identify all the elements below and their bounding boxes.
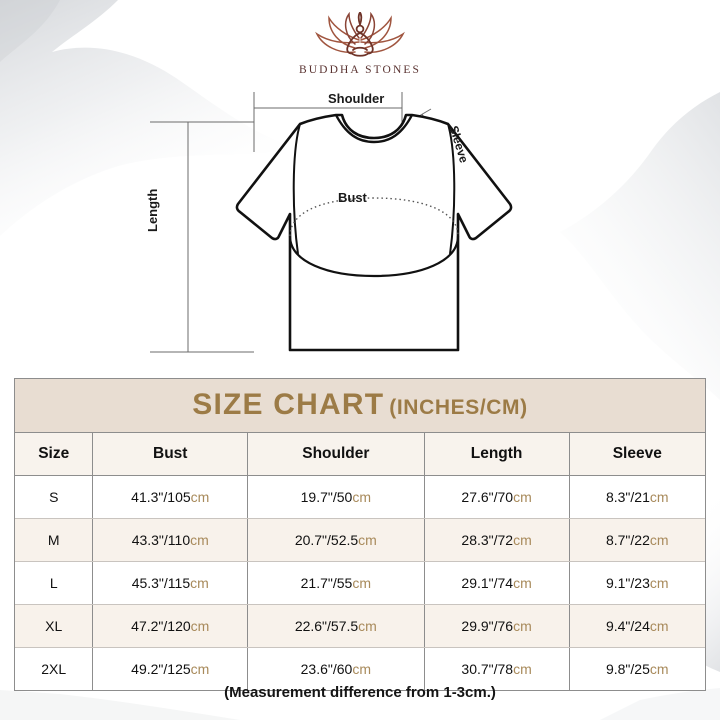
table-header-row: Size Bust Shoulder Length Sleeve <box>15 433 705 476</box>
column-header-length: Length <box>424 433 570 476</box>
diagram-label-bust: Bust <box>338 190 367 205</box>
size-chart-title: SIZE CHART <box>192 388 385 421</box>
table-row: M 43.3"/110cm 20.7"/52.5cm 28.3"/72cm 8.… <box>15 518 705 562</box>
cell-bust: 41.3"/105cm <box>92 475 249 519</box>
diagram-label-length: Length <box>145 188 160 232</box>
table-row: S 41.3"/105cm 19.7"/50cm 27.6"/70cm 8.3"… <box>15 475 705 519</box>
cell-length: 27.6"/70cm <box>424 475 570 519</box>
cell-bust: 45.3"/115cm <box>92 561 249 605</box>
column-header-shoulder: Shoulder <box>247 433 425 476</box>
table-row: XL 47.2"/120cm 22.6"/57.5cm 29.9"/76cm 9… <box>15 604 705 648</box>
diagram-label-shoulder: Shoulder <box>328 91 385 106</box>
size-chart-units: (INCHES/CM) <box>389 396 528 419</box>
cell-bust: 43.3"/110cm <box>92 518 249 562</box>
cell-shoulder: 20.7"/52.5cm <box>247 518 425 562</box>
cell-size: S <box>15 475 94 519</box>
cell-bust: 47.2"/120cm <box>92 604 249 648</box>
tshirt-measurement-diagram: Shoulder Bust Length Sleeve <box>145 86 570 376</box>
cell-shoulder: 21.7"/55cm <box>247 561 425 605</box>
table-row: L 45.3"/115cm 21.7"/55cm 29.1"/74cm 9.1"… <box>15 561 705 605</box>
cell-shoulder: 22.6"/57.5cm <box>247 604 425 648</box>
cell-shoulder: 19.7"/50cm <box>247 475 425 519</box>
column-header-bust: Bust <box>92 433 249 476</box>
cell-sleeve: 9.1"/23cm <box>569 561 705 605</box>
cell-sleeve: 8.3"/21cm <box>569 475 705 519</box>
cell-length: 29.9"/76cm <box>424 604 570 648</box>
cell-length: 29.1"/74cm <box>424 561 570 605</box>
tshirt-outline-icon <box>150 92 513 353</box>
size-chart-table: Size Bust Shoulder Length Sleeve S 41.3"… <box>15 433 705 690</box>
cell-length: 28.3"/72cm <box>424 518 570 562</box>
size-chart-title-bar: SIZE CHART (INCHES/CM) <box>15 379 705 433</box>
lotus-meditation-icon <box>315 12 405 57</box>
cell-sleeve: 8.7"/22cm <box>569 518 705 562</box>
cell-size: M <box>15 518 94 562</box>
cell-size: L <box>15 561 94 605</box>
measurement-footnote: (Measurement difference from 1-3cm.) <box>224 684 496 701</box>
column-header-size: Size <box>15 433 94 476</box>
cell-size: XL <box>15 604 94 648</box>
cell-sleeve: 9.4"/24cm <box>569 604 705 648</box>
column-header-sleeve: Sleeve <box>569 433 705 476</box>
brand-name: BUDDHA STONES <box>299 64 421 76</box>
size-chart: SIZE CHART (INCHES/CM) Size Bust Shoulder… <box>14 378 706 691</box>
brand-logo: BUDDHA STONES <box>0 12 720 76</box>
